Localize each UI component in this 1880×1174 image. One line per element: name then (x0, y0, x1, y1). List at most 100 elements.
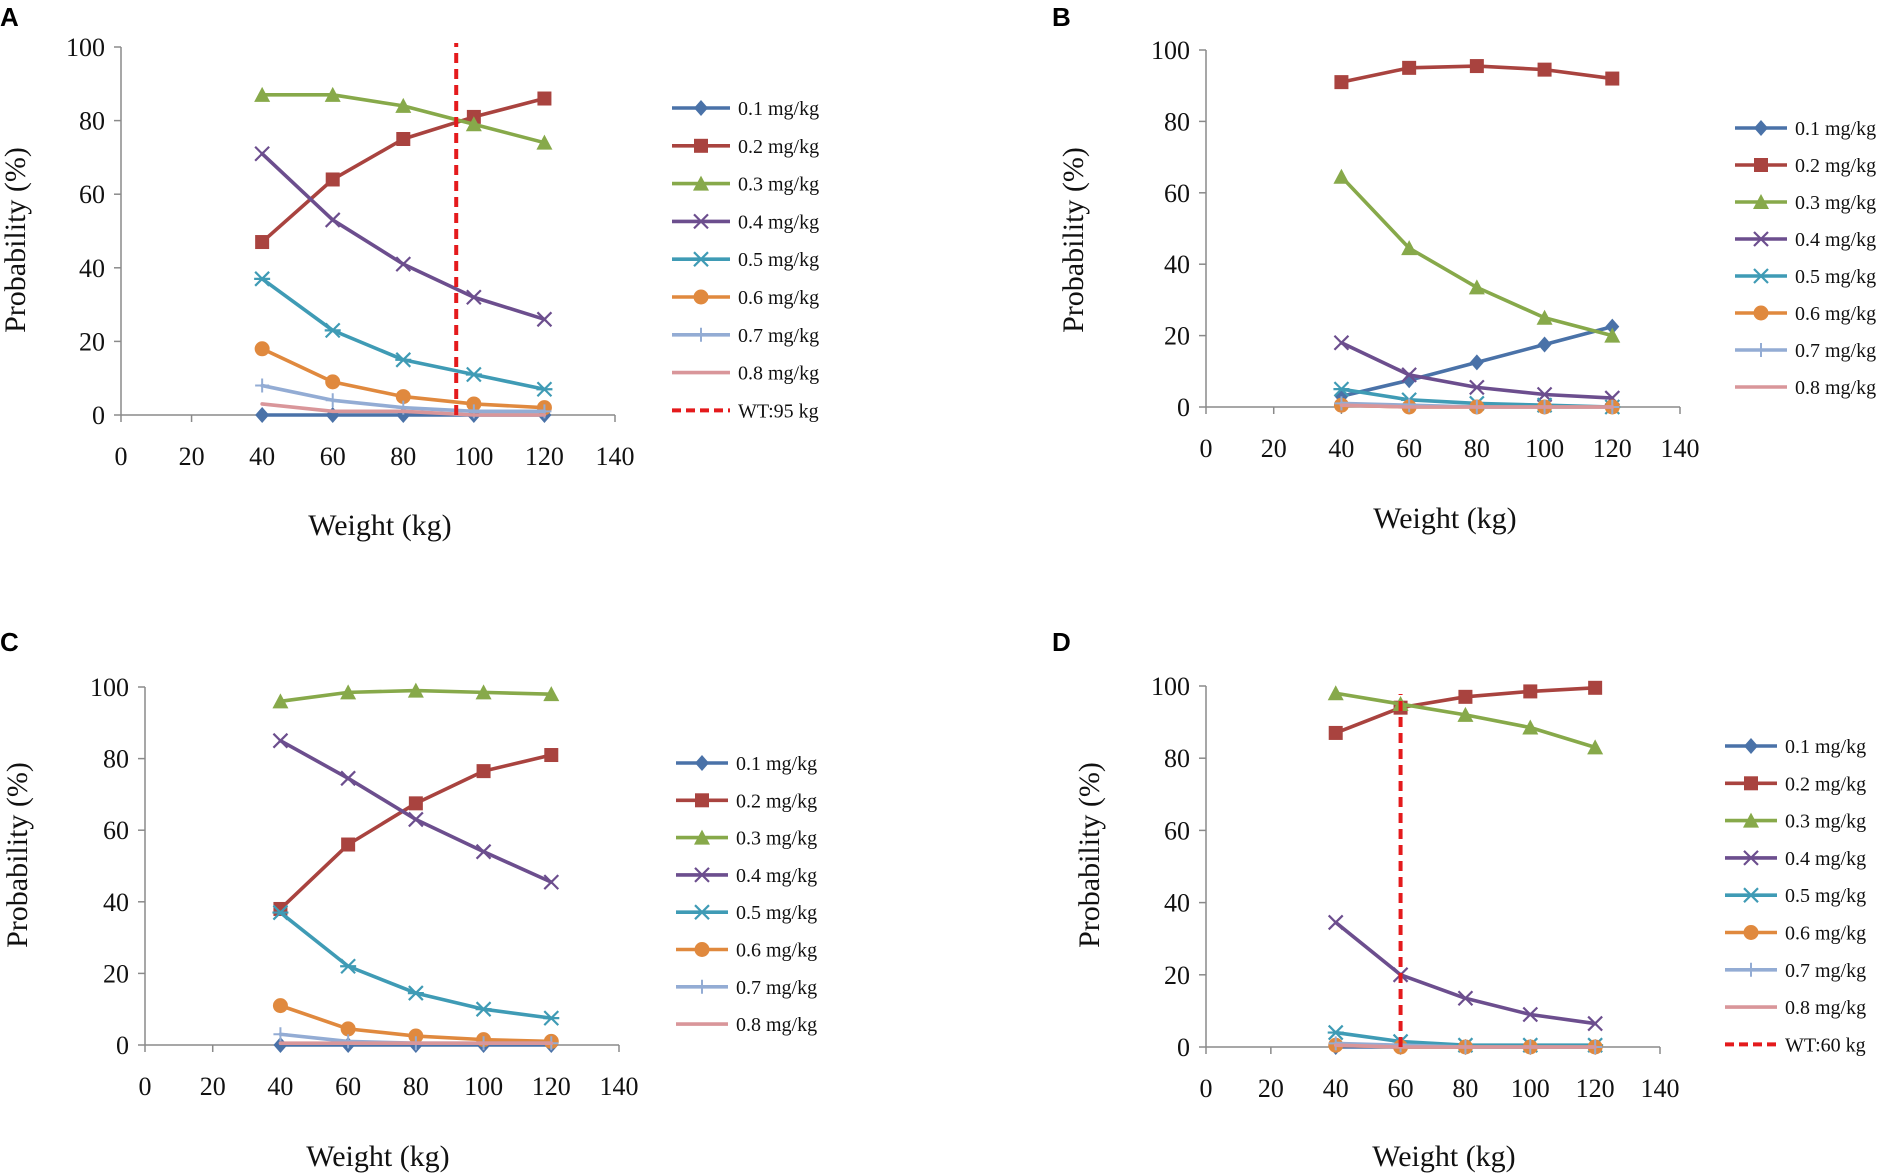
x-tick-label: 100 (454, 442, 493, 471)
data-point (395, 389, 411, 405)
y-tick-label: 0 (1177, 393, 1190, 422)
x-tick-label: 40 (1323, 1074, 1349, 1103)
legend-item: WT:60 kg (1725, 1034, 1866, 1056)
legend-label: 0.1 mg/kg (1795, 118, 1876, 140)
legend-marker (694, 867, 710, 883)
legend: 0.1 mg/kg 0.2 mg/kg 0.3 mg/kg 0.4 mg/kg 0.5 … (1735, 118, 1876, 399)
series-line (278, 753, 554, 911)
y-tick-label: 60 (103, 816, 129, 845)
y-tick-label: 80 (1164, 744, 1190, 773)
data-point (536, 381, 553, 398)
series-line (278, 910, 554, 1020)
legend-item: WT:95 kg (672, 400, 819, 422)
x-tick-label: 120 (1593, 434, 1632, 463)
data-point (396, 132, 411, 146)
legend-label: 0.7 mg/kg (1795, 340, 1876, 362)
y-axis-title: Probability (%) (0, 147, 32, 333)
series-0-7-mg-kg (255, 378, 552, 419)
data-point (340, 770, 356, 787)
legend-item: 0.2 mg/kg (1735, 155, 1876, 177)
legend-item: 0.8 mg/kg (676, 1014, 817, 1036)
data-point (1327, 914, 1344, 931)
legend-label: 0.6 mg/kg (1785, 923, 1866, 945)
series-0-8-mg-kg (1339, 403, 1615, 409)
legend-marker (694, 327, 708, 342)
legend-marker (693, 289, 709, 305)
legend-item: 0.4 mg/kg (676, 865, 817, 887)
legend-label: WT:95 kg (738, 400, 819, 422)
panel-label: C (0, 627, 19, 657)
series-line (1333, 1043, 1597, 1049)
x-tick-label: 80 (1452, 1074, 1478, 1103)
y-tick-label: 40 (1164, 250, 1190, 279)
data-point (1328, 725, 1343, 740)
data-point (1604, 327, 1621, 343)
x-tick-label: 0 (139, 1072, 152, 1101)
y-tick-label: 0 (1177, 1033, 1190, 1062)
x-tick-label: 20 (179, 442, 205, 471)
legend-label: 0.8 mg/kg (1785, 997, 1866, 1019)
y-tick-label: 80 (79, 107, 105, 136)
x-tick-label: 80 (403, 1072, 429, 1101)
legend-marker (694, 100, 708, 116)
legend-marker (694, 942, 710, 957)
x-tick-label: 120 (532, 1072, 571, 1101)
data-point (475, 684, 492, 700)
legend-item: 0.7 mg/kg (1725, 960, 1866, 982)
legend-label: 0.6 mg/kg (738, 287, 819, 309)
y-tick-label: 0 (92, 401, 105, 430)
legend-item: 0.6 mg/kg (1735, 303, 1876, 325)
data-point (536, 311, 553, 328)
y-axis-title: Probability (%) (1057, 147, 1090, 333)
data-point (254, 271, 271, 287)
data-point (255, 235, 270, 250)
data-point (254, 341, 270, 357)
legend-item: 0.6 mg/kg (1725, 923, 1866, 945)
series-line (260, 96, 547, 244)
data-point (1457, 990, 1474, 1007)
data-point (1536, 309, 1553, 325)
y-tick-label: 60 (1164, 816, 1190, 845)
legend-item: 0.4 mg/kg (1735, 229, 1876, 251)
series-line (1339, 340, 1615, 400)
data-point (1605, 71, 1620, 86)
legend-label: 0.6 mg/kg (1795, 303, 1876, 325)
legend-item: 0.7 mg/kg (1735, 340, 1876, 362)
legend-item: 0.4 mg/kg (672, 211, 819, 233)
legend-label: 0.2 mg/kg (736, 790, 817, 812)
data-point (1468, 279, 1485, 295)
data-point (324, 212, 341, 228)
y-tick-label: 60 (79, 180, 105, 209)
y-axis-title: Probability (%) (1073, 762, 1106, 948)
x-tick-label: 100 (1511, 1074, 1550, 1103)
series-0-3-mg-kg (254, 86, 553, 150)
legend-marker (1744, 776, 1758, 791)
legend-marker (1753, 268, 1769, 284)
panel-label: B (1052, 2, 1071, 32)
series-line (1339, 174, 1615, 338)
series-line (260, 402, 547, 417)
data-point (255, 407, 270, 423)
data-point (408, 811, 424, 828)
data-point (1522, 1006, 1539, 1023)
legend-marker (1743, 925, 1759, 940)
legend-item: 0.2 mg/kg (1725, 773, 1866, 795)
legend-label: 0.4 mg/kg (736, 865, 817, 887)
x-tick-label: 80 (390, 442, 416, 471)
y-tick-label: 100 (1151, 672, 1190, 701)
data-point (254, 86, 271, 102)
legend-item: 0.5 mg/kg (676, 902, 817, 924)
legend-marker (1753, 231, 1769, 247)
legend-item: 0.3 mg/kg (672, 174, 819, 196)
x-axis-title: Weight (kg) (1372, 1140, 1515, 1173)
legend-label: 0.4 mg/kg (738, 211, 819, 233)
data-point (1328, 1036, 1343, 1051)
chart-panel-a: A 0 20 40 60 80 100 120 140 0 20 40 60 80 100 Probabili… (0, 2, 819, 542)
legend-label: 0.5 mg/kg (1785, 885, 1866, 907)
legend-label: 0.6 mg/kg (736, 940, 817, 962)
data-point (475, 1001, 492, 1017)
data-point (1401, 367, 1417, 383)
legend-item: 0.1 mg/kg (1725, 736, 1866, 758)
x-tick-label: 140 (600, 1072, 639, 1101)
